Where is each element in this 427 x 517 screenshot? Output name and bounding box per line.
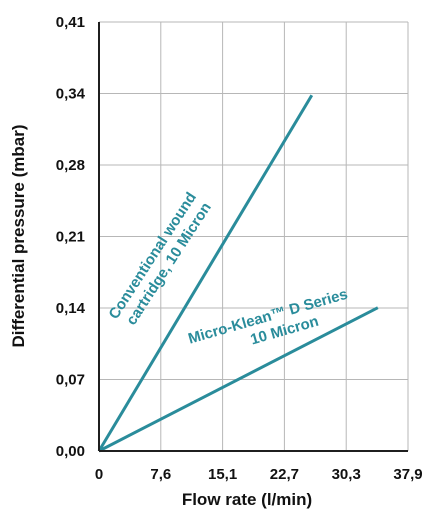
y-tick-label-4: 0,28 — [56, 157, 85, 174]
plot-frame-layer — [98, 22, 408, 452]
tick-label-layer: 0 7,6 15,1 22,7 30,3 37,9 0,00 0,07 0,14 0,21 0,28… — [56, 14, 423, 483]
x-tick-label-3: 22,7 — [270, 466, 299, 483]
y-tick-label-0: 0,00 — [56, 443, 85, 460]
x-tick-label-2: 15,1 — [208, 466, 237, 483]
series-label-conventional: Conventional wound cartridge, 10 Micron — [105, 186, 217, 332]
y-tick-label-5: 0,34 — [56, 86, 86, 103]
y-tick-label-1: 0,07 — [56, 372, 85, 389]
series-label-microklean: Micro-Klean™ D Series 10 Micron — [186, 285, 358, 365]
x-tick-label-0: 0 — [95, 466, 103, 483]
x-tick-label-4: 30,3 — [332, 466, 361, 483]
series-line-conventional — [97, 94, 314, 452]
x-tick-label-5: 37,9 — [393, 466, 422, 483]
series-layer — [97, 94, 379, 453]
y-tick-label-3: 0,21 — [56, 229, 85, 246]
y-axis-title: Differential pressure (mbar) — [9, 125, 28, 348]
x-tick-label-1: 7,6 — [150, 466, 171, 483]
y-tick-label-6: 0,41 — [56, 14, 85, 31]
y-tick-label-2: 0,14 — [56, 300, 86, 317]
series-line-microklean — [98, 306, 379, 453]
grid-layer — [98, 21, 409, 452]
x-axis-title: Flow rate (l/min) — [182, 490, 312, 509]
